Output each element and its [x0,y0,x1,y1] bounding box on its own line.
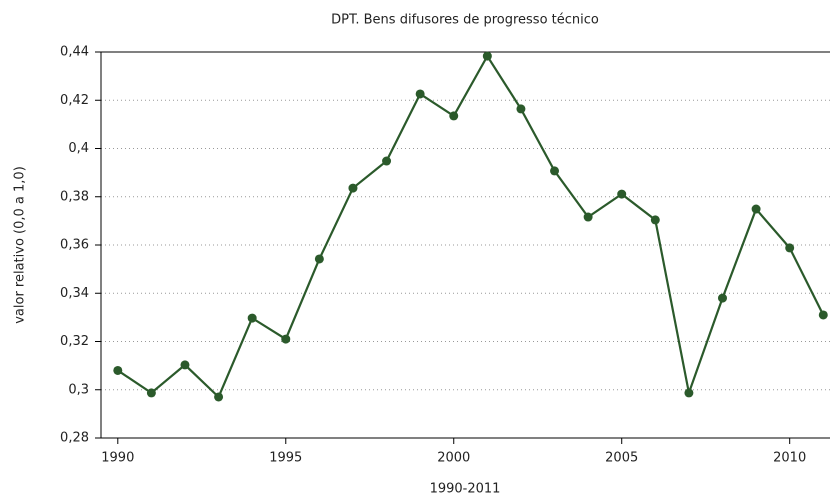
y-tick-label: 0,34 [60,286,89,301]
marker [818,310,828,320]
x-tick-label: 1995 [269,451,302,466]
y-tick-label: 0,32 [60,334,89,349]
marker [482,51,492,61]
y-tick-label: 0,3 [68,382,89,397]
marker [146,388,156,398]
marker [314,254,324,264]
marker [684,388,694,398]
x-tick-label: 2010 [773,451,806,466]
marker [583,212,593,222]
x-tick-label: 2005 [605,451,638,466]
marker [382,156,392,166]
marker [247,313,257,323]
marker [348,183,358,193]
marker [415,89,425,99]
y-tick-label: 0,28 [60,431,89,446]
marker [550,166,560,176]
marker [180,360,190,370]
x-tick-label: 2000 [437,451,470,466]
marker [751,204,761,214]
y-tick-label: 0,44 [60,45,89,60]
marker [449,111,459,121]
marker [785,243,795,253]
marker [617,189,627,199]
marker [717,293,727,303]
marker [281,334,291,344]
y-tick-label: 0,36 [60,238,89,253]
x-tick-label: 1990 [101,451,134,466]
marker [113,365,123,375]
y-axis-label: valor relativo (0,0 a 1,0) [13,166,28,324]
marker [650,215,660,225]
marker [516,104,526,114]
y-tick-label: 0,4 [68,141,89,156]
x-axis-label: 1990-2011 [430,482,501,497]
y-tick-label: 0,42 [60,93,89,108]
marker [214,392,224,402]
y-tick-label: 0,38 [60,189,89,204]
chart-title: DPT. Bens difusores de progresso técnico [331,13,599,28]
line [117,53,825,399]
